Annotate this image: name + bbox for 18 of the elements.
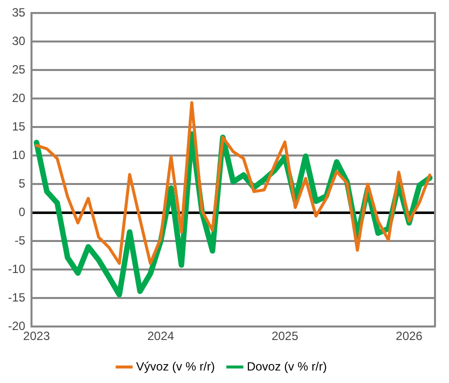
y-tick-label: -10 <box>8 262 26 276</box>
legend-label: Vývoz (v % r/r) <box>136 359 215 374</box>
legend-label: Dovoz (v % r/r) <box>246 359 327 374</box>
y-tick-label: 10 <box>12 148 26 162</box>
y-tick-label: 30 <box>12 34 26 48</box>
y-tick-label: 25 <box>12 62 26 76</box>
y-tick-label: -5 <box>14 233 26 248</box>
y-tick-label: 0 <box>18 204 26 219</box>
x-tick-label: 2025 <box>272 329 299 344</box>
x-tick-label: 2023 <box>23 329 50 344</box>
x-tick-label: 2026 <box>396 329 423 344</box>
y-tick-label: 15 <box>12 119 26 134</box>
x-tick-label: 2024 <box>147 329 174 344</box>
y-tick-label: 5 <box>18 176 26 190</box>
y-tick-label: 20 <box>12 90 26 105</box>
y-tick-label: 35 <box>12 6 26 20</box>
y-tick-label: -20 <box>8 318 26 333</box>
y-tick-label: -15 <box>8 290 26 304</box>
